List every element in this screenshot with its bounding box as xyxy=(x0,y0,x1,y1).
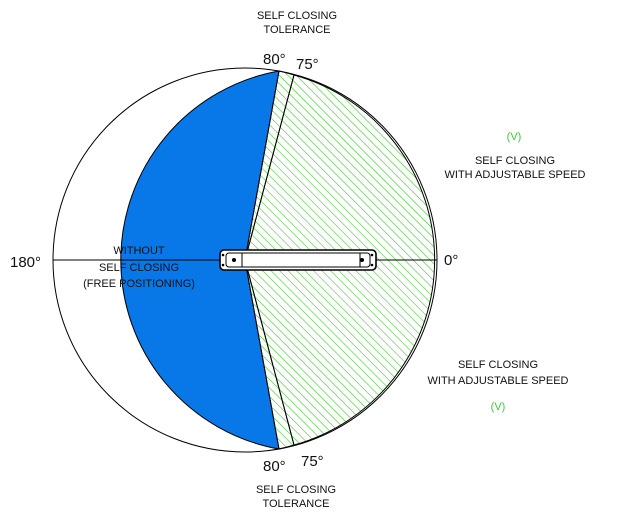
adjustable-top-line2: WITH ADJUSTABLE SPEED xyxy=(445,169,586,181)
adjustable-bottom-line1: SELF CLOSING xyxy=(458,359,538,371)
deg-75-top: 75° xyxy=(296,56,319,73)
v-label-top: (V) xyxy=(507,131,522,143)
deg-0: 0° xyxy=(444,252,458,269)
deg-75-bottom: 75° xyxy=(301,453,324,470)
without-line2: SELF CLOSING xyxy=(99,262,179,274)
tolerance-top-line1: SELF CLOSING xyxy=(257,10,337,22)
closer-arm xyxy=(219,249,377,271)
without-line3: (FREE POSITIONING) xyxy=(83,278,195,290)
adjustable-bottom-line2: WITH ADJUSTABLE SPEED xyxy=(428,375,569,387)
tolerance-top-line2: TOLERANCE xyxy=(263,24,330,36)
v-label-bottom: (V) xyxy=(491,401,506,413)
tolerance-bottom-line2: TOLERANCE xyxy=(262,498,329,510)
adjustable-top-line1: SELF CLOSING xyxy=(475,155,555,167)
tolerance-bottom-line1: SELF CLOSING xyxy=(256,484,336,496)
deg-180: 180° xyxy=(10,254,41,271)
deg-80-bottom: 80° xyxy=(263,458,286,475)
without-line1: WITHOUT xyxy=(113,245,165,257)
deg-80-top: 80° xyxy=(263,51,286,68)
